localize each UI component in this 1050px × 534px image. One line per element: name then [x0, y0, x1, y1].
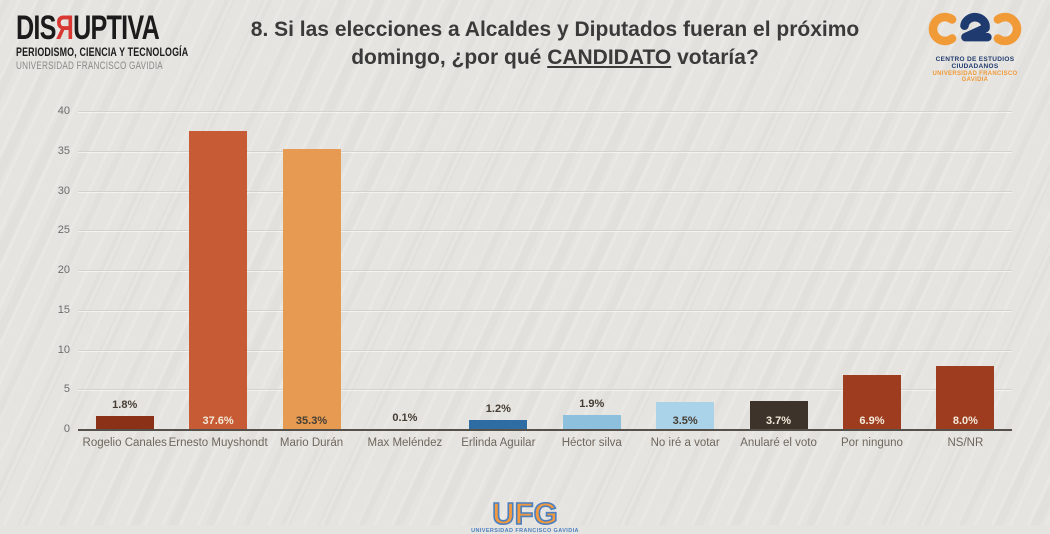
cec-logo: CENTRO DE ESTUDIOS CIUDADANOS UNIVERSIDA… [920, 8, 1030, 83]
category-label: Héctor silva [561, 437, 622, 449]
candidato-underlined: CANDIDATO [547, 46, 672, 69]
value-label: 37.6% [202, 415, 234, 427]
category-label: Ernesto Muyshondt [168, 437, 268, 449]
category-label: Max Meléndez [367, 437, 443, 449]
value-label: 8.0% [952, 415, 978, 427]
category-label: Rogelio Canales [82, 437, 167, 449]
y-tick-label-30: 30 [57, 184, 70, 197]
cec-university: UNIVERSIDAD FRANCISCO GAVIDIA [932, 71, 1018, 83]
gridline-10: 10 [58, 344, 1012, 356]
bar-column: 1.8% Rogelio Canales [78, 112, 171, 449]
y-tick-label-20: 20 [57, 264, 70, 276]
disruptiva-logo: DISЯUPTIVA PERIODISMO, CIENCIA Y TECNOLO… [16, 9, 189, 72]
value-label: 35.3% [295, 415, 328, 427]
bar-columns: 1.8% Rogelio Canales 37.6% Ernesto Muyshond… [78, 112, 1012, 449]
y-tick-label-5: 5 [63, 383, 70, 396]
y-tick-label-10: 10 [57, 343, 70, 356]
gridline-30: 30 [58, 185, 1012, 197]
bar-column: 1.2% Erlinda Aguilar [452, 112, 545, 449]
category-label: No iré a votar [650, 437, 720, 449]
disruptiva-part1: DIS [16, 9, 56, 47]
gridline-5: 5 [64, 383, 1012, 395]
value-label: 6.9% [859, 415, 885, 427]
gridline-25: 25 [58, 224, 1012, 236]
bar-column: 1.9% Héctor silva [545, 112, 638, 449]
bar [842, 375, 901, 430]
value-label: 3.7% [766, 415, 792, 427]
cec-name: CENTRO DE ESTUDIOS CIUDADANOS [935, 56, 1015, 70]
value-label: 1.9% [579, 398, 605, 410]
ufg-university: UNIVERSIDAD FRANCISCO GAVIDIA [471, 528, 579, 534]
category-label: Anularé el voto [740, 437, 817, 449]
disruptiva-reversed-r: Я [55, 9, 74, 47]
disruptiva-university: UNIVERSIDAD FRANCISCO GAVIDIA [16, 60, 163, 72]
gridline-40: 40 [58, 105, 1012, 117]
ufg-wordmark: UFG [491, 496, 558, 531]
chart-title-line2: domingo, ¿por qué CANDIDATO votaría? [351, 46, 759, 69]
bar [936, 366, 995, 430]
bar-column: 3.5% No iré a votar [638, 112, 731, 449]
bar [282, 149, 341, 430]
bar-column: 0.1% Max Meléndez [358, 112, 451, 449]
ufg-logo: UFG UNIVERSIDAD FRANCISCO GAVIDIA [0, 496, 1050, 534]
gridline-0: 0 [64, 423, 1012, 435]
gridline-35: 35 [58, 145, 1012, 157]
disruptiva-tagline: PERIODISMO, CIENCIA Y TECNOLOGÍA [16, 45, 189, 59]
gridline-15: 15 [58, 304, 1012, 316]
bar [189, 131, 248, 430]
bar [749, 401, 808, 430]
bar [656, 402, 715, 430]
bar-column: 37.6% Ernesto Muyshondt [169, 112, 268, 449]
value-label: 3.5% [672, 415, 698, 427]
plot-area: 0 5 10 15 20 25 30 35 40 1.8% Rogelio Canales 37.6… [58, 105, 1012, 449]
y-tick-label-0: 0 [63, 423, 70, 435]
category-label: NS/NR [947, 437, 984, 449]
bar-column: 35.3% Mario Durán [265, 112, 358, 449]
disruptiva-wordmark: DISЯUPTIVA [16, 9, 188, 47]
y-tick-label-25: 25 [57, 224, 70, 237]
bar [469, 420, 528, 430]
value-label: 1.8% [112, 399, 138, 411]
chart-title-line1: 8. Si las elecciones a Alcaldes y Diputa… [250, 18, 860, 41]
x-axis-line [78, 429, 1012, 431]
bar-column: 6.9% Por ninguno [825, 112, 918, 449]
value-label: 1.2% [485, 403, 511, 415]
category-label: Por ninguno [840, 437, 903, 449]
y-tick-label-15: 15 [57, 303, 70, 316]
y-tick-label-35: 35 [57, 144, 70, 157]
category-label: Erlinda Aguilar [461, 437, 536, 449]
gridline-20: 20 [58, 264, 1012, 276]
cec-icon [928, 12, 1022, 46]
category-label: Mario Durán [279, 437, 344, 449]
y-tick-label-40: 40 [57, 105, 70, 117]
value-label: 0.1% [392, 412, 418, 424]
disruptiva-part3: UPTIVA [73, 9, 160, 47]
bar-column: 8.0% NS/NR [919, 112, 1012, 449]
bar [562, 415, 621, 430]
bar-column: 3.7% Anularé el voto [732, 112, 825, 449]
chart-title: 8. Si las elecciones a Alcaldes y Diputa… [210, 16, 900, 72]
bar [95, 416, 154, 430]
